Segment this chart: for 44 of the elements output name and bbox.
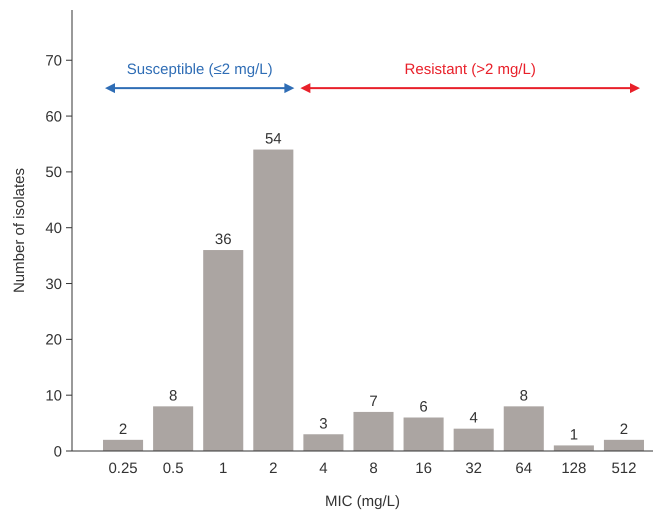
bar	[253, 150, 294, 451]
y-tick-label: 40	[45, 220, 62, 237]
bar	[303, 434, 344, 451]
x-tick-label: 1	[219, 460, 228, 477]
y-axis-title: Number of isolates	[11, 168, 28, 294]
x-tick-label: 2	[269, 460, 278, 477]
bar	[203, 250, 244, 451]
bar	[353, 412, 394, 451]
y-tick-label: 70	[45, 52, 62, 70]
data-label: 2	[620, 420, 628, 438]
data-label: 2	[118, 420, 128, 438]
data-label: 7	[369, 392, 378, 410]
y-tick-label: 10	[45, 387, 62, 404]
data-label: 8	[168, 387, 178, 404]
x-tick-label: 8	[369, 460, 378, 477]
bar	[504, 406, 544, 451]
bar	[454, 428, 494, 451]
x-tick-label: 16	[415, 460, 432, 477]
x-tick-label: 4	[319, 460, 328, 477]
y-tick-label: 20	[45, 332, 62, 349]
x-tick-label: 128	[561, 460, 586, 477]
data-label: 8	[520, 387, 528, 404]
annotation: Resistant (>2 mg/L)	[404, 61, 536, 78]
y-tick-label: 30	[45, 276, 62, 293]
data-label: 36	[214, 231, 232, 248]
bar	[604, 440, 644, 451]
bar	[103, 440, 144, 451]
y-tick-label: 50	[45, 164, 62, 182]
x-tick-label: 0.5	[162, 460, 184, 477]
x-tick-label: 0.25	[108, 460, 138, 477]
x-tick-label: 512	[611, 460, 636, 477]
y-tick-label: 0	[54, 443, 62, 460]
data-label: 3	[319, 415, 328, 432]
data-label: 54	[264, 130, 282, 148]
x-tick-label: 64	[515, 460, 532, 477]
data-label: 4	[470, 410, 478, 427]
bar	[404, 418, 444, 451]
x-axis-title: MIC (mg/L)	[325, 493, 400, 510]
data-label: 1	[570, 426, 578, 444]
x-tick-label: 32	[465, 460, 482, 477]
bar	[153, 406, 194, 451]
data-label: 6	[419, 398, 428, 416]
y-tick-label: 60	[45, 108, 62, 126]
annotation: Susceptible (≤2 mg/L)	[126, 61, 273, 78]
